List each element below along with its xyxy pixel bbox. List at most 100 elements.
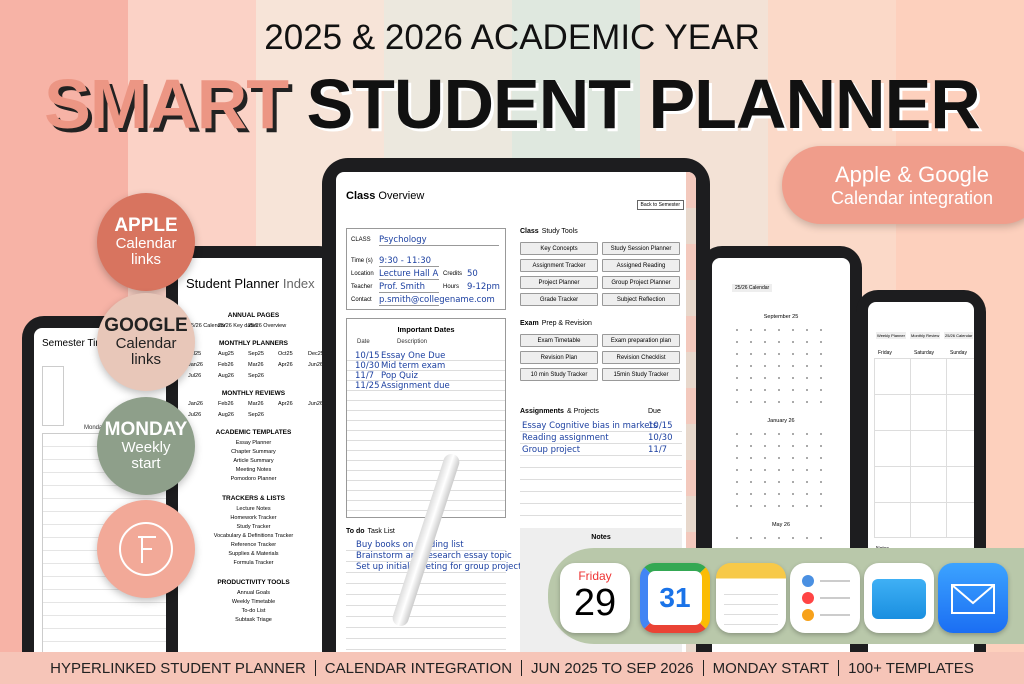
- index-link[interactable]: Feb26: [218, 362, 234, 368]
- index-link[interactable]: Jan26: [188, 362, 203, 368]
- separator: [838, 660, 840, 676]
- index-link[interactable]: Vocabulary & Definitions Tracker: [213, 533, 294, 539]
- index-link[interactable]: Sep26: [248, 373, 264, 379]
- index-link[interactable]: Essay Planner: [235, 440, 272, 446]
- link-button[interactable]: Revision Plan: [520, 351, 598, 364]
- link-button[interactable]: Revision Checklist: [602, 351, 680, 364]
- back-button[interactable]: Back to Semester: [636, 200, 684, 210]
- title-wrap: SMART STUDENT PLANNER: [0, 64, 1024, 144]
- files-icon: [864, 563, 934, 633]
- assignments: Assignments & Projects Due Essay Cognitive …: [520, 404, 682, 524]
- section-heading: PRODUCTIVITY TOOLS: [217, 579, 290, 586]
- footer-item: JUN 2025 TO SEP 2026: [531, 659, 694, 677]
- page-title: Class Overview: [346, 190, 424, 202]
- index-link[interactable]: Aug26: [218, 373, 234, 379]
- index-link[interactable]: Supplies & Materials: [228, 551, 279, 557]
- tab[interactable]: Weekly Planner: [876, 332, 906, 339]
- index-link[interactable]: Mar26: [248, 362, 264, 368]
- index-link[interactable]: Aug25: [218, 351, 234, 357]
- index-link[interactable]: Jul25: [188, 351, 202, 357]
- link-button[interactable]: 15min Study Tracker: [602, 368, 680, 381]
- due: 11/7: [648, 445, 668, 455]
- index-link[interactable]: To-do List: [241, 608, 266, 614]
- link-button[interactable]: Assigned Reading: [602, 259, 680, 272]
- folder: [872, 579, 926, 619]
- index-link[interactable]: Sep26: [248, 412, 264, 418]
- date: 11/25: [355, 381, 380, 391]
- link-button[interactable]: Grade Tracker: [520, 293, 598, 306]
- month-title: January 26: [767, 418, 795, 424]
- link-button[interactable]: Group Project Planner: [602, 276, 680, 289]
- month-title: May 26: [771, 522, 791, 528]
- index-link[interactable]: Homework Tracker: [230, 515, 277, 521]
- row-line: [347, 461, 505, 471]
- index-link[interactable]: Reference Tracker: [230, 542, 277, 548]
- link-button[interactable]: Exam Timetable: [520, 334, 598, 347]
- index-link[interactable]: Pomodoro Planner: [230, 476, 277, 482]
- index-link[interactable]: Dec25: [308, 351, 324, 357]
- section-heading: MONTHLY PLANNERS: [219, 340, 288, 347]
- index-link[interactable]: Feb26: [218, 401, 234, 407]
- tab[interactable]: Monthly Review: [910, 332, 941, 339]
- index-link[interactable]: Apr26: [278, 401, 293, 407]
- index-link[interactable]: Annual Goals: [236, 590, 271, 596]
- title: STUDENT PLANNER: [306, 65, 980, 143]
- badge-text: Weekly start: [121, 439, 171, 472]
- index-link[interactable]: Jul26: [188, 373, 202, 379]
- field-value: Prof. Smith: [379, 282, 439, 293]
- link-button[interactable]: Exam preparation plan: [602, 334, 680, 347]
- page-title-light: Overview: [378, 190, 425, 202]
- link-button[interactable]: Project Planner: [520, 276, 598, 289]
- description: Essay One Due: [381, 351, 446, 361]
- index-link[interactable]: Weekly Timetable: [231, 599, 276, 605]
- index-link[interactable]: Jun26: [308, 362, 323, 368]
- tab[interactable]: 25/26 Calendar: [944, 332, 974, 339]
- assignment: Essay Cognitive bias in markets: [522, 421, 658, 431]
- field-label: Location: [351, 271, 374, 277]
- box: [42, 366, 64, 426]
- day-label: Saturday: [914, 350, 935, 356]
- row-line: Reading assignment 10/30: [520, 432, 682, 444]
- link-button[interactable]: Subject Reflection: [602, 293, 680, 306]
- month-grid: [730, 428, 830, 508]
- link-button[interactable]: Assignment Tracker: [520, 259, 598, 272]
- index-link[interactable]: Oct25: [278, 351, 293, 357]
- index-link[interactable]: Jul26: [188, 412, 202, 418]
- callout-line: Apple & Google: [834, 162, 990, 187]
- index-link[interactable]: 25/26 Calendar: [188, 323, 226, 329]
- tablet: Student Planner Index ANNUAL PAGES 25/26 …: [166, 246, 341, 676]
- index-link[interactable]: Article Summary: [233, 458, 274, 464]
- index-link[interactable]: Chapter Summary: [231, 449, 276, 455]
- screen: Class Overview Back to Semester CLASS Psy…: [336, 172, 696, 664]
- row-line: [520, 480, 682, 492]
- index-link[interactable]: Formula Tracker: [233, 560, 274, 566]
- row-line: [347, 471, 505, 481]
- exam: Exam Prep & Revision Exam Timetable Exam pr…: [520, 320, 682, 400]
- link-button[interactable]: 10 min Study Tracker: [520, 368, 598, 381]
- index-link[interactable]: Aug26: [218, 412, 234, 418]
- link-button[interactable]: Key Concepts: [520, 242, 598, 255]
- week-grid: [874, 358, 974, 538]
- index-link[interactable]: Jun26: [308, 401, 323, 407]
- field-value: 9-12pm: [467, 282, 500, 292]
- title-bold: Class: [520, 228, 539, 235]
- index-link[interactable]: Meeting Notes: [235, 467, 272, 473]
- field-value: 9:30 - 11:30: [379, 256, 439, 267]
- index-link[interactable]: Apr26: [278, 362, 293, 368]
- row-line: 10/15 Essay One Due: [347, 351, 505, 361]
- index-link[interactable]: 25/26 Key dates: [218, 323, 258, 329]
- col-label: Due: [648, 408, 661, 415]
- calendar-day: Friday: [578, 569, 612, 583]
- link-button[interactable]: Study Session Planner: [602, 242, 680, 255]
- row-line: [346, 573, 506, 584]
- calendar-icon: Friday 29: [560, 563, 630, 633]
- section-title: Class Study Tools: [520, 228, 578, 235]
- description: Assignment due: [381, 381, 450, 391]
- index-link[interactable]: Jan26: [188, 401, 203, 407]
- index-link[interactable]: 25/26 Overview: [248, 323, 287, 329]
- index-link[interactable]: Sep25: [248, 351, 264, 357]
- index-link[interactable]: Mar26: [248, 401, 264, 407]
- index-link[interactable]: Subtask Triage: [235, 617, 272, 623]
- index-link[interactable]: Study Tracker: [236, 524, 271, 530]
- index-link[interactable]: Lecture Notes: [236, 506, 271, 512]
